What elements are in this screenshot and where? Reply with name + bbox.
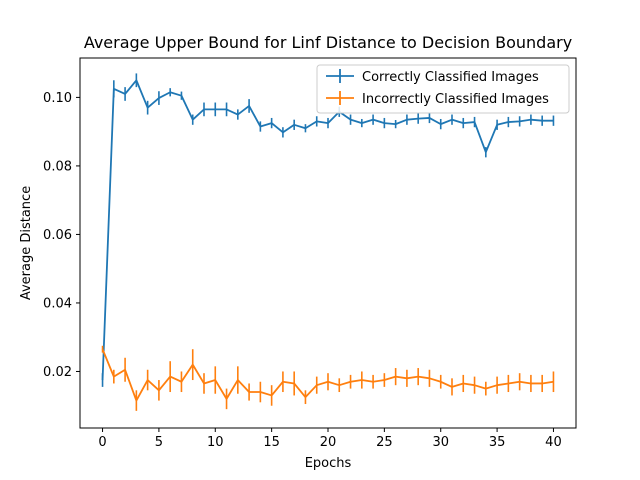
x-axis-ticks: 0 5 10 15 20 25 30 35 40 <box>98 428 562 450</box>
legend-label-correct: Correctly Classified Images <box>362 70 539 85</box>
x-tick-label: 15 <box>263 435 280 450</box>
y-axis-label: Average Distance <box>19 186 34 300</box>
legend-label-incorrect: Incorrectly Classified Images <box>362 92 549 107</box>
x-axis-label: Epochs <box>305 456 352 471</box>
x-tick-label: 5 <box>155 435 163 450</box>
x-tick-label: 20 <box>320 435 337 450</box>
plot-area <box>101 73 555 411</box>
legend-entry-correct: Correctly Classified Images <box>326 69 539 85</box>
series-line <box>101 348 554 402</box>
legend-box <box>316 64 570 114</box>
x-tick-label: 25 <box>376 435 393 450</box>
y-axis-ticks: 0.02 0.04 0.06 0.08 0.10 <box>43 91 80 380</box>
chart-title: Average Upper Bound for Linf Distance to… <box>84 33 572 52</box>
y-tick-label: 0.02 <box>43 365 72 380</box>
series-correct <box>101 73 555 387</box>
y-tick-label: 0.04 <box>43 296 72 311</box>
x-tick-label: 0 <box>98 435 106 450</box>
y-tick-label: 0.08 <box>43 159 72 174</box>
x-tick-label: 35 <box>489 435 506 450</box>
legend-entry-incorrect: Incorrectly Classified Images <box>326 91 549 107</box>
x-tick-label: 30 <box>432 435 449 450</box>
y-tick-label: 0.06 <box>43 228 72 243</box>
legend: Correctly Classified Images Incorrectly … <box>316 64 570 114</box>
series-incorrect <box>101 345 555 411</box>
series-line <box>101 79 554 381</box>
y-tick-label: 0.10 <box>43 91 72 106</box>
x-tick-label: 40 <box>545 435 562 450</box>
x-tick-label: 10 <box>207 435 224 450</box>
